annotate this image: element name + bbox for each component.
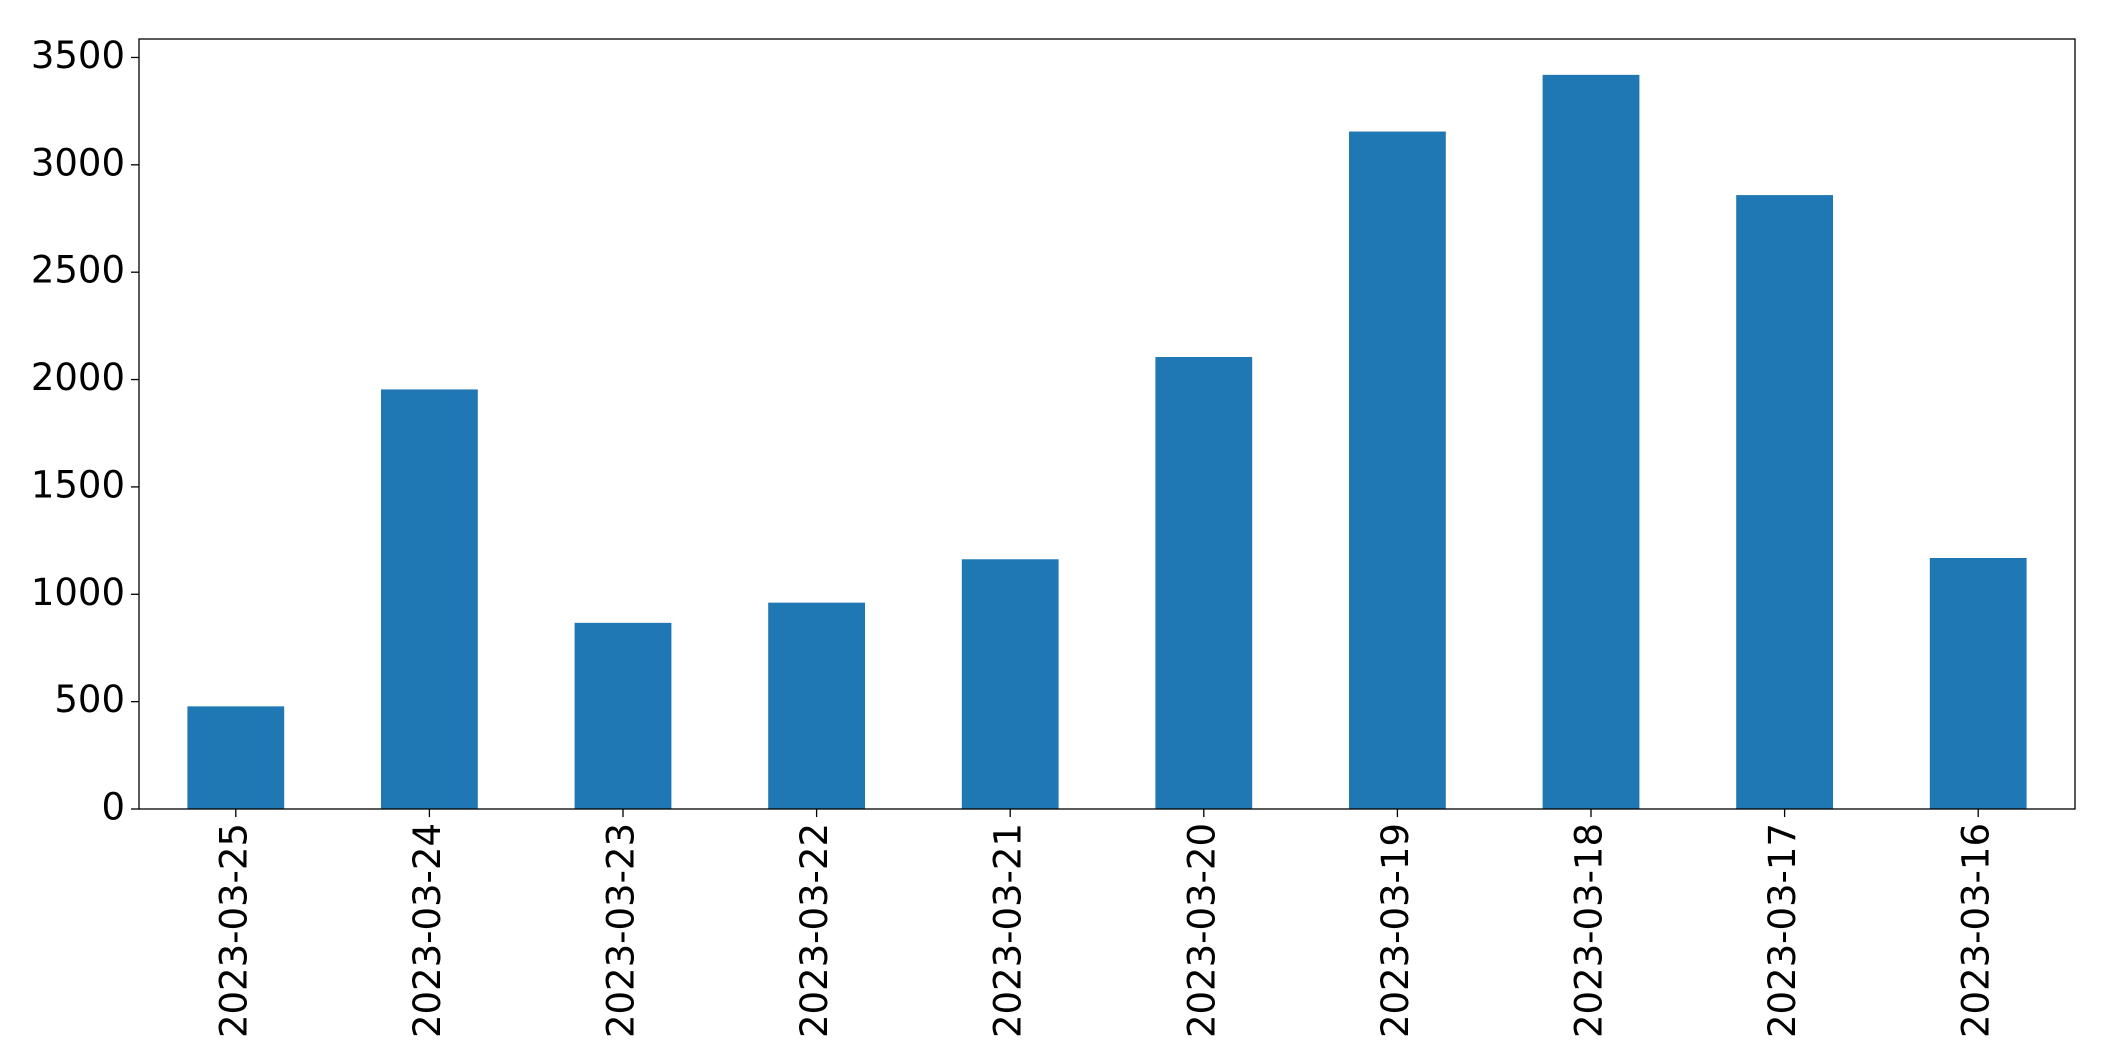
x-tick-label: 2023-03-17 xyxy=(1761,823,1804,1038)
x-tick-label: 2023-03-16 xyxy=(1955,823,1998,1038)
y-tick-label: 3000 xyxy=(31,141,125,184)
y-tick-label: 2000 xyxy=(31,356,125,399)
x-tick-label: 2023-03-18 xyxy=(1568,823,1611,1038)
bar xyxy=(1736,195,1833,809)
x-tick-label: 2023-03-25 xyxy=(212,823,255,1038)
bar xyxy=(1349,131,1446,809)
plot-frame xyxy=(138,38,2076,810)
y-tick-label: 1000 xyxy=(31,571,125,614)
x-tick-label: 2023-03-23 xyxy=(600,823,643,1038)
bar xyxy=(961,559,1059,809)
bar xyxy=(1542,74,1640,810)
x-tick-label: 2023-03-19 xyxy=(1374,823,1417,1038)
y-tick-label: 0 xyxy=(101,786,125,829)
y-tick-label: 1500 xyxy=(31,463,125,506)
x-tick-label: 2023-03-22 xyxy=(793,823,836,1038)
bar xyxy=(381,389,478,809)
bar xyxy=(187,706,285,809)
x-tick-label: 2023-03-24 xyxy=(406,823,449,1038)
x-tick-label: 2023-03-20 xyxy=(1180,823,1223,1038)
bar xyxy=(768,602,865,809)
bar xyxy=(1929,557,2027,809)
y-tick-label: 3500 xyxy=(31,34,125,77)
x-tick-label: 2023-03-21 xyxy=(987,823,1030,1038)
bar xyxy=(1155,357,1253,809)
bar xyxy=(574,622,672,809)
y-tick-label: 500 xyxy=(54,678,125,721)
y-tick-label: 2500 xyxy=(31,249,125,292)
